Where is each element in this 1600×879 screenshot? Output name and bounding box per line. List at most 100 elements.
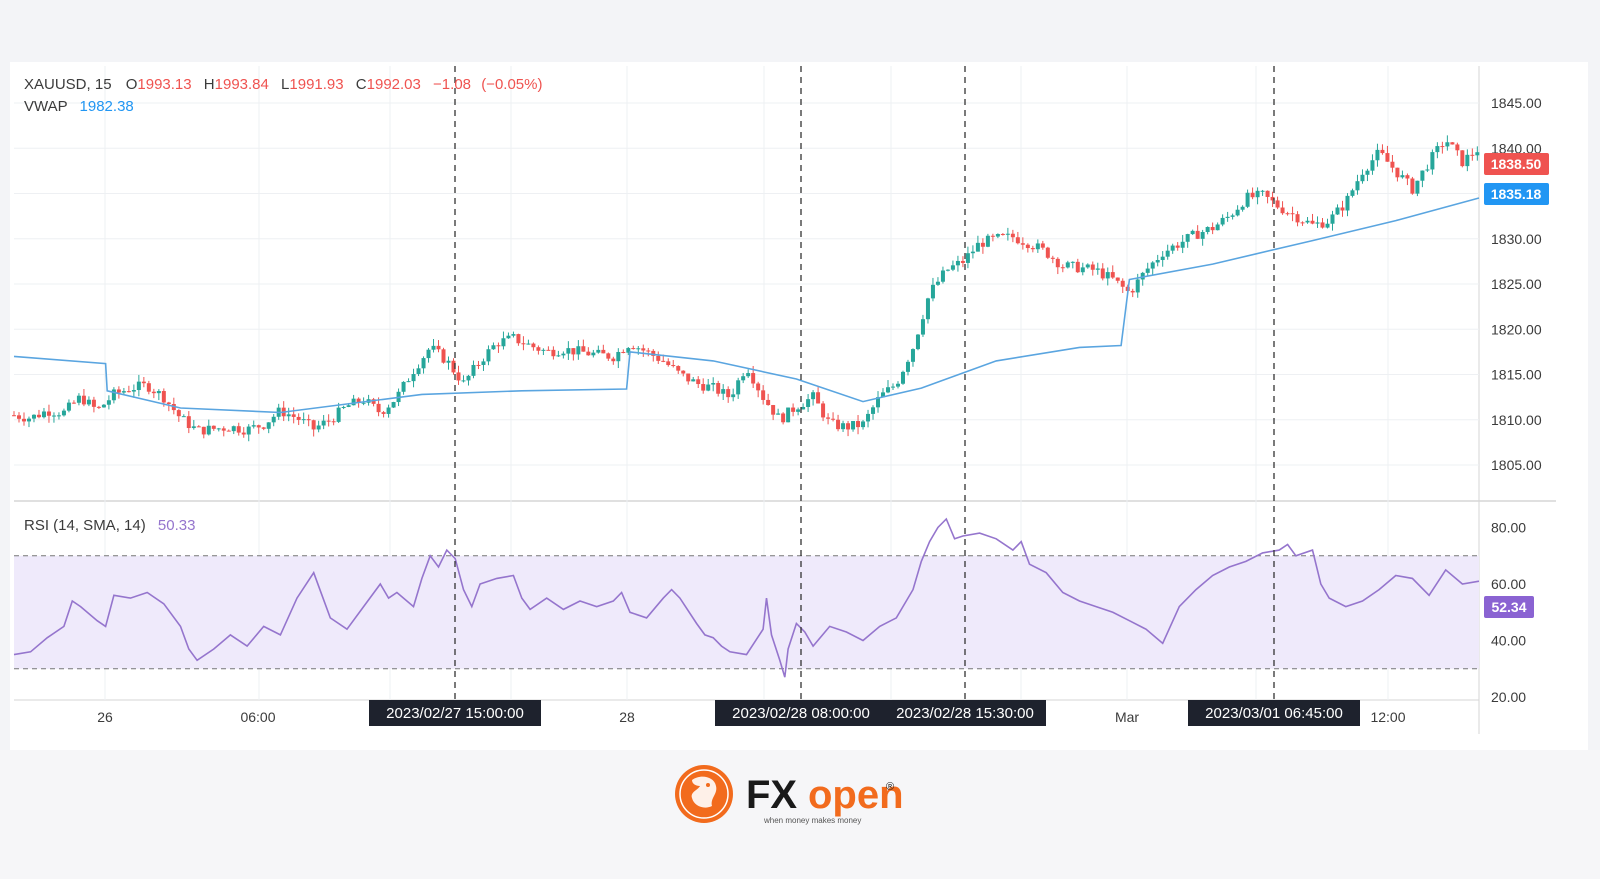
candle (771, 404, 776, 421)
candle (496, 342, 501, 353)
candle (955, 255, 960, 272)
brand-open: open (808, 773, 904, 817)
candle (576, 340, 581, 360)
candle (606, 352, 611, 361)
candle (341, 405, 346, 410)
candle (1075, 258, 1080, 274)
change-percent: (−0.05%) (481, 76, 542, 93)
candle (656, 351, 661, 364)
candle (526, 339, 531, 345)
candle (226, 429, 231, 432)
candle (801, 403, 806, 410)
candle (1285, 211, 1290, 216)
candle (796, 407, 801, 416)
candle (1375, 143, 1380, 167)
candle (1420, 170, 1425, 188)
candle (1340, 200, 1345, 217)
candle (1270, 191, 1275, 208)
time-axis: 26 06:00 28 Mar 12:00 (97, 709, 1406, 725)
candle (831, 412, 836, 422)
candle (556, 350, 561, 357)
rsi-legend: RSI (14, SMA, 14) 50.33 (24, 517, 195, 534)
candle (231, 425, 236, 435)
candle (631, 345, 636, 350)
candle (1370, 154, 1375, 175)
candle (626, 346, 631, 356)
candle (216, 427, 221, 432)
candle (1450, 142, 1455, 145)
candle (930, 277, 935, 302)
candle (306, 414, 311, 427)
candle (1050, 255, 1055, 264)
candle (511, 331, 516, 338)
vwap-label: VWAP (24, 98, 68, 115)
time-tick-label: Mar (1115, 709, 1139, 725)
candle (436, 340, 441, 353)
candle (571, 348, 576, 361)
candle (1470, 148, 1475, 161)
candle (1000, 233, 1005, 236)
candle (121, 387, 126, 395)
candle (471, 360, 476, 379)
candle (431, 339, 436, 353)
candle (401, 381, 406, 395)
candle (206, 419, 211, 436)
rsi-badge-text: 52.34 (1491, 599, 1526, 615)
close-label: C (356, 76, 367, 93)
low-label: L (281, 76, 289, 93)
candle (426, 348, 431, 363)
candle (696, 376, 701, 389)
candle (1150, 261, 1155, 275)
vwap-legend: VWAP 1982.38 (24, 98, 134, 115)
candle (1020, 237, 1025, 250)
candle (146, 380, 151, 395)
candle (181, 414, 186, 418)
candle (910, 348, 915, 367)
candle (1040, 240, 1045, 250)
fxopen-logo: FX open ® when money makes money (675, 765, 904, 825)
candle (1225, 211, 1230, 222)
candle (1260, 189, 1265, 196)
time-tick-label: 12:00 (1370, 709, 1405, 725)
candle (711, 377, 716, 392)
candle (56, 412, 61, 420)
candle (1460, 150, 1465, 168)
candle (31, 414, 36, 423)
candle (81, 388, 86, 407)
candle (176, 409, 181, 422)
marker-label: 2023/02/28 15:30:00 (884, 700, 1046, 726)
candle (741, 372, 746, 384)
candle (1440, 141, 1445, 154)
candle (1320, 218, 1325, 229)
candle (1080, 262, 1085, 276)
candle (1410, 176, 1415, 195)
marker-label: 2023/02/27 15:00:00 (369, 700, 541, 726)
candle (1165, 244, 1170, 260)
last-price-badge-text: 1838.50 (1491, 156, 1542, 172)
candle (151, 388, 156, 399)
close-value: 1992.03 (367, 76, 421, 93)
candle (1220, 214, 1225, 227)
candle (91, 396, 96, 413)
candle (915, 334, 920, 351)
candle (821, 401, 826, 422)
ohlc-legend: XAUUSD, 15 O1993.13 H1993.84 L1991.93 C1… (24, 76, 542, 93)
candle (416, 364, 421, 377)
price-pane[interactable] (14, 66, 1479, 500)
candle (111, 387, 116, 404)
candle (1085, 263, 1090, 269)
candle (241, 427, 246, 438)
price-tick-label: 1845.00 (1491, 95, 1542, 111)
candle (616, 348, 621, 369)
last-price-badge: 1838.50 (1484, 153, 1549, 175)
candle (156, 389, 161, 401)
dragon-emblem-icon (675, 765, 733, 823)
candle (1310, 213, 1315, 225)
candle (871, 405, 876, 420)
candle (925, 297, 930, 324)
candle (756, 381, 761, 398)
candle (406, 378, 411, 383)
price-tick-label: 1840.00 (1491, 140, 1542, 156)
vwap-line (13, 197, 1480, 414)
